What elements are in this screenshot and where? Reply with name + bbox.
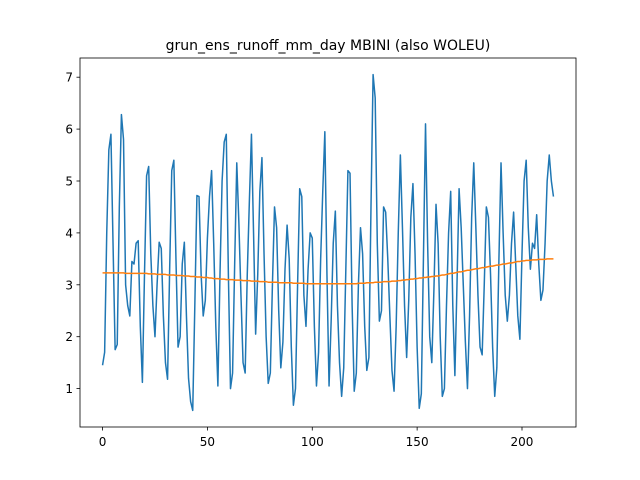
data-line [101, 73, 555, 412]
y-tick-label: 1 [65, 382, 73, 396]
y-tick-label: 5 [65, 175, 73, 189]
x-tick-label: 150 [406, 435, 429, 449]
x-tick-label: 0 [99, 435, 107, 449]
data-line [102, 258, 554, 285]
y-tick-label: 4 [65, 226, 73, 240]
plot-frame [79, 57, 577, 428]
x-tick-label: 200 [511, 435, 534, 449]
y-tick-label: 3 [65, 278, 73, 292]
y-tick-label: 7 [65, 71, 73, 85]
x-tick-label: 100 [301, 435, 324, 449]
chart-title: grun_ens_runoff_mm_day MBINI (also WOLEU… [166, 38, 491, 54]
y-tick-label: 2 [65, 330, 73, 344]
x-tick-label: 50 [200, 435, 215, 449]
y-tick-label: 6 [65, 123, 73, 137]
